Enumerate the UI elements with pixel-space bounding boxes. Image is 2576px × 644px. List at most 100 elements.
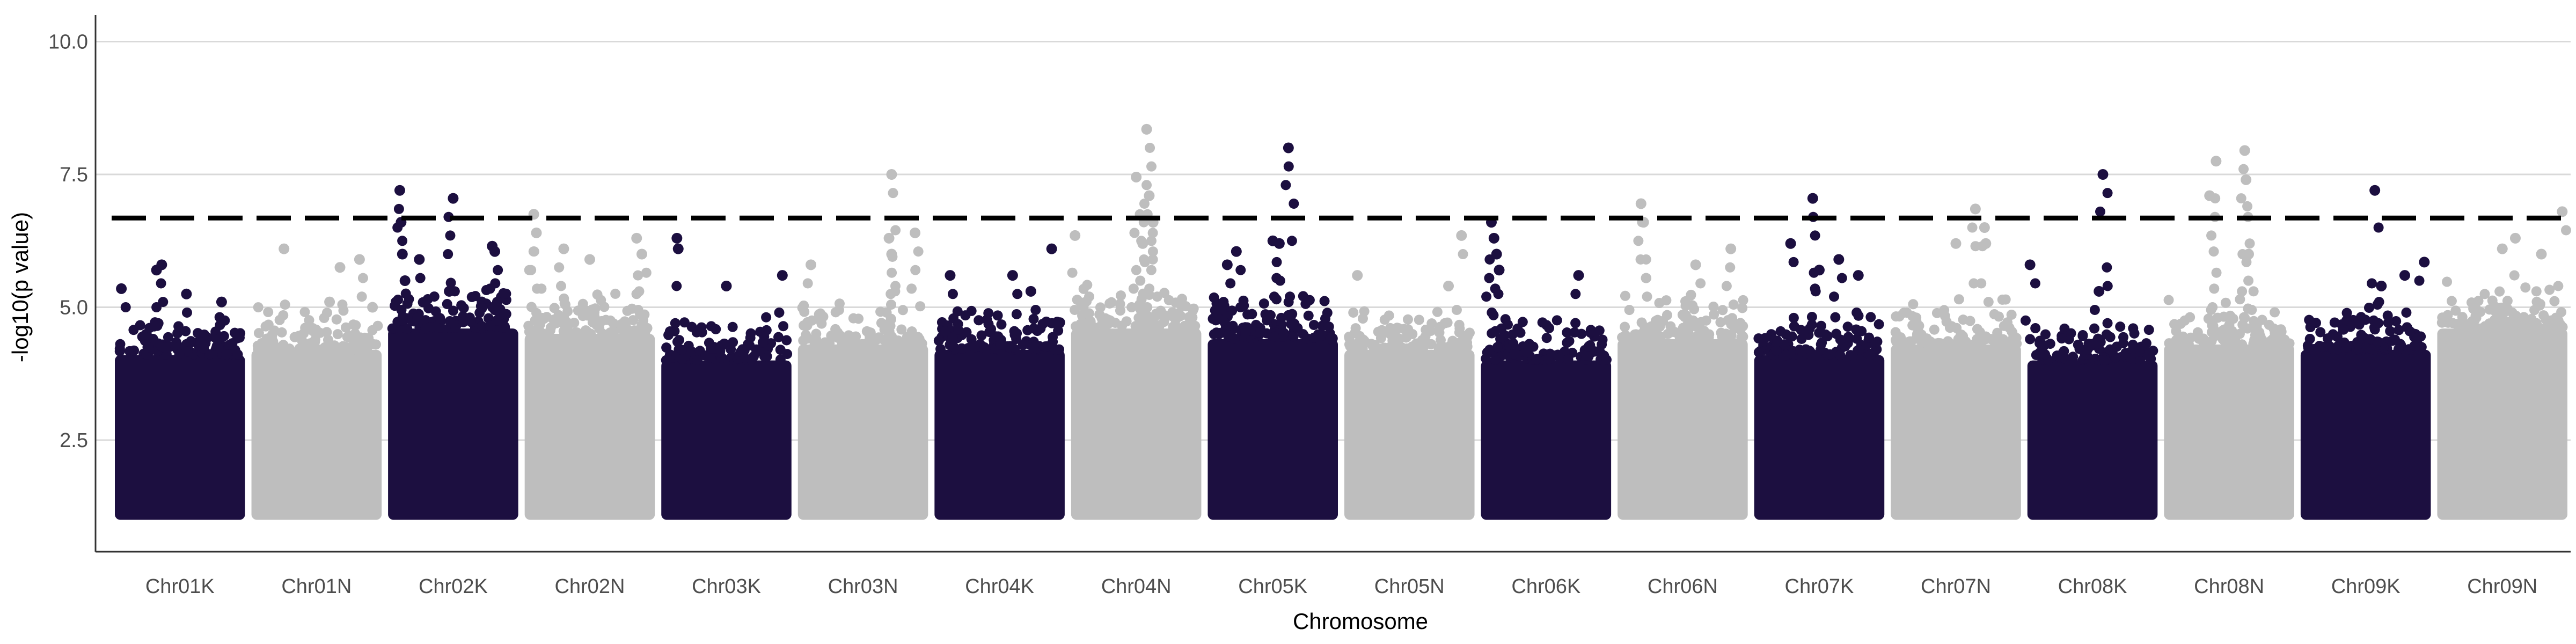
snp-point [884, 318, 895, 328]
snp-point [1084, 308, 1094, 319]
snp-density-band [2300, 349, 2431, 520]
snp-point [280, 299, 290, 310]
snp-point [2341, 342, 2352, 353]
snp-point [1810, 230, 1820, 241]
snp-point [1689, 304, 1700, 314]
snp-point [1681, 330, 1692, 340]
snp-point [1787, 331, 1797, 342]
snp-point [1287, 319, 1298, 330]
snp-point [324, 339, 334, 349]
snp-point [444, 316, 455, 326]
chromosome-block-chr06n [1617, 198, 1748, 520]
snp-peak-point [1853, 270, 1864, 281]
snp-point [2198, 335, 2209, 346]
snp-point [2030, 323, 2041, 334]
snp-point [1939, 305, 1950, 316]
snp-density-band [388, 328, 518, 520]
snp-point [1929, 324, 1940, 335]
snp-point [2363, 302, 2374, 313]
snp-point [1400, 344, 1411, 355]
snp-point [1854, 345, 1865, 355]
snp-point [1958, 314, 1968, 325]
snp-point [1738, 295, 1748, 305]
snp-point [2242, 201, 2253, 211]
snp-peak-point [216, 296, 227, 308]
snp-point [2315, 327, 2326, 338]
snp-point [1891, 311, 1901, 322]
snp-point [592, 289, 603, 300]
snp-point [1570, 289, 1581, 299]
snp-point [979, 342, 990, 353]
snp-point [477, 321, 487, 332]
x-tick-label: Chr04K [965, 575, 1034, 598]
snp-point [1665, 321, 1676, 332]
snp-point [761, 312, 772, 323]
snp-point [1851, 307, 1862, 318]
snp-point [2534, 300, 2545, 311]
chromosome-block-chr04k [933, 243, 1065, 520]
snp-peak-point [631, 232, 642, 244]
snp-point [555, 281, 566, 291]
snp-point [2498, 308, 2509, 319]
snp-point [641, 267, 652, 278]
snp-point [402, 323, 413, 334]
snp-point [2059, 346, 2069, 356]
snp-point [2099, 355, 2110, 365]
snp-point [308, 323, 318, 334]
snp-point [1303, 310, 1314, 321]
snp-point [2082, 344, 2093, 355]
snp-point [1970, 241, 1981, 252]
snp-density-band [797, 344, 928, 520]
snp-point [2102, 318, 2113, 328]
snp-point [2341, 308, 2352, 318]
snp-point [1509, 349, 1519, 360]
snp-point [2020, 315, 2031, 326]
snp-point [1804, 323, 1815, 334]
snp-point [1425, 325, 1436, 336]
snp-point [597, 316, 608, 326]
snp-point [671, 281, 682, 291]
snp-point [1141, 310, 1152, 320]
snp-point [692, 355, 702, 365]
snp-peak-point [181, 288, 192, 299]
snp-point [2373, 318, 2384, 328]
snp-peak-point [777, 270, 788, 281]
snp-point [1842, 321, 1853, 332]
snp-point [1594, 347, 1605, 357]
snp-point [1070, 305, 1080, 316]
chromosome-block-chr07n [1890, 203, 2022, 520]
snp-point [1146, 161, 1157, 172]
snp-point [485, 283, 495, 294]
snp-point [523, 320, 534, 331]
snp-density-band [1208, 339, 1338, 520]
snp-point [1845, 350, 1856, 361]
snp-point [2373, 336, 2383, 347]
chromosome-block-chr01k [114, 259, 246, 520]
x-axis-title: Chromosome [1293, 609, 1428, 634]
snp-point [1011, 309, 1022, 319]
snp-peak-point [367, 302, 378, 313]
snp-point [1046, 318, 1057, 328]
snp-point [563, 318, 574, 328]
snp-point [1265, 310, 1276, 320]
snp-point [2125, 353, 2136, 364]
snp-peak-point [2097, 169, 2109, 180]
snp-point [2264, 319, 2274, 330]
snp-point [1028, 342, 1039, 353]
snp-point [802, 278, 813, 289]
snp-point [1541, 333, 1552, 343]
chromosome-block-chr07k [1753, 193, 1885, 520]
snp-point [2391, 316, 2402, 327]
snp-peak-point [1494, 265, 1505, 276]
snp-peak-point [2024, 259, 2036, 270]
snp-point [1188, 303, 1199, 314]
snp-point [841, 338, 852, 349]
snp-point [1115, 298, 1125, 309]
snp-point [2509, 270, 2520, 281]
x-tick-label: Chr06N [1648, 575, 1718, 598]
snp-point [608, 318, 619, 329]
snp-peak-point [1970, 203, 1981, 215]
snp-point [321, 327, 332, 338]
snp-point [1958, 331, 1968, 341]
